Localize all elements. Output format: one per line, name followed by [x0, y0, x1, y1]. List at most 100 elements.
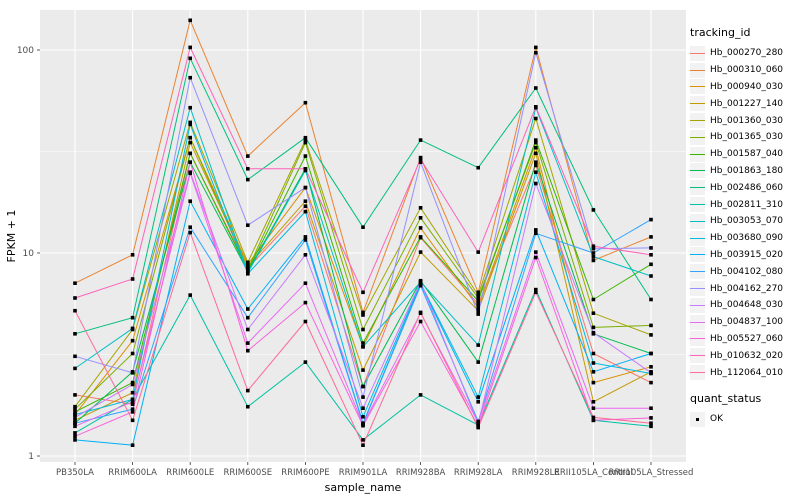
- data-point: [73, 332, 77, 336]
- legend-key: [690, 129, 705, 145]
- data-point: [591, 251, 596, 255]
- data-point: [188, 120, 192, 125]
- data-point: [188, 293, 192, 297]
- legend-key-line: [690, 153, 705, 155]
- data-point: [73, 354, 77, 359]
- legend-label: Hb_004837_100: [710, 317, 784, 328]
- legend-key-line: [690, 52, 705, 54]
- data-point: [418, 283, 423, 288]
- data-point: [73, 366, 77, 371]
- data-point: [246, 260, 250, 265]
- data-point: [188, 151, 192, 156]
- legend-item: Hb_000940_030: [690, 79, 800, 96]
- data-point: [130, 253, 135, 257]
- data-point: [649, 406, 653, 410]
- x-tick-label: RRIM600SE: [223, 468, 272, 478]
- data-point: [591, 325, 596, 330]
- data-point: [534, 170, 538, 174]
- data-point: [303, 300, 308, 305]
- legend-key-line: [690, 338, 705, 340]
- y-tick-label: 10: [23, 249, 35, 259]
- data-point: [476, 302, 480, 306]
- legend-label: Hb_004648_030: [710, 300, 784, 311]
- quant-legend-title: quant_status: [690, 391, 762, 405]
- legend-label: Hb_001360_030: [710, 115, 784, 126]
- data-point: [73, 296, 77, 300]
- legend-item: Hb_002811_310: [690, 196, 800, 213]
- legend-key: [690, 163, 705, 179]
- series-points-Hb_004162_270: [73, 50, 653, 399]
- data-point: [591, 400, 596, 404]
- data-point: [73, 410, 77, 414]
- legend: tracking_id Hb_000270_280 Hb_000310_060 Hb…: [690, 26, 800, 428]
- data-point: [188, 199, 192, 203]
- data-point: [418, 216, 423, 220]
- x-tick-label: RRIM928LA: [454, 468, 503, 478]
- data-point: [246, 348, 250, 353]
- data-point: [188, 45, 192, 50]
- data-point: [130, 443, 135, 447]
- data-point: [361, 313, 365, 317]
- legend-item: Hb_003680_090: [690, 230, 800, 247]
- data-point: [534, 287, 538, 292]
- data-point: [130, 371, 135, 375]
- data-point: [188, 75, 192, 80]
- legend-key: [690, 264, 705, 280]
- data-point: [534, 228, 538, 232]
- data-point: [418, 280, 423, 284]
- legend-key: [690, 297, 705, 313]
- data-point: [73, 434, 77, 439]
- data-point: [303, 235, 308, 239]
- data-point: [130, 382, 135, 387]
- legend-key-line: [690, 237, 705, 239]
- legend-item: Hb_005527_060: [690, 331, 800, 348]
- data-point: [418, 226, 423, 230]
- data-point: [130, 418, 135, 423]
- data-point: [73, 412, 77, 417]
- data-point: [476, 343, 480, 347]
- legend-item: Hb_003053_070: [690, 213, 800, 230]
- data-point: [649, 421, 653, 425]
- data-point: [591, 370, 596, 374]
- data-point: [649, 217, 653, 222]
- data-point: [303, 100, 308, 105]
- legend-title: tracking_id: [690, 26, 751, 39]
- x-tick-label: RRIM928LE: [512, 468, 560, 478]
- data-point: [246, 264, 250, 269]
- legend-key-line: [690, 120, 705, 122]
- data-point: [476, 420, 480, 425]
- data-point: [73, 407, 77, 411]
- legend-label: Hb_003680_090: [710, 233, 784, 244]
- data-point: [591, 297, 596, 302]
- data-point: [591, 246, 596, 251]
- legend-label: Hb_002811_310: [710, 199, 784, 210]
- legend-item: Hb_000270_280: [690, 45, 800, 62]
- legend-key: [690, 213, 705, 229]
- data-point: [418, 250, 423, 254]
- data-point: [130, 351, 135, 356]
- series-points-Hb_002486_060: [73, 56, 653, 336]
- data-point: [361, 327, 365, 332]
- legend-key-line: [690, 372, 705, 374]
- data-point: [246, 262, 250, 267]
- data-point: [73, 421, 77, 425]
- data-point: [73, 415, 77, 420]
- legend-item: Hb_112064_010: [690, 364, 800, 381]
- data-point: [246, 341, 250, 345]
- data-point: [130, 402, 135, 406]
- legend-key: [690, 247, 705, 263]
- x-tick-label: RRIM600LA: [108, 468, 157, 478]
- x-tick-label: RRIM600PE: [281, 468, 329, 478]
- data-point: [476, 250, 480, 254]
- data-point: [130, 400, 135, 404]
- data-point: [591, 380, 596, 385]
- data-point: [246, 154, 250, 158]
- legend-item: Hb_001587_040: [690, 146, 800, 163]
- data-point: [303, 238, 308, 242]
- legend-key: [690, 281, 705, 297]
- legend-key-line: [690, 103, 705, 105]
- legend-key: [690, 348, 705, 364]
- data-point: [246, 404, 250, 409]
- data-point: [361, 423, 365, 428]
